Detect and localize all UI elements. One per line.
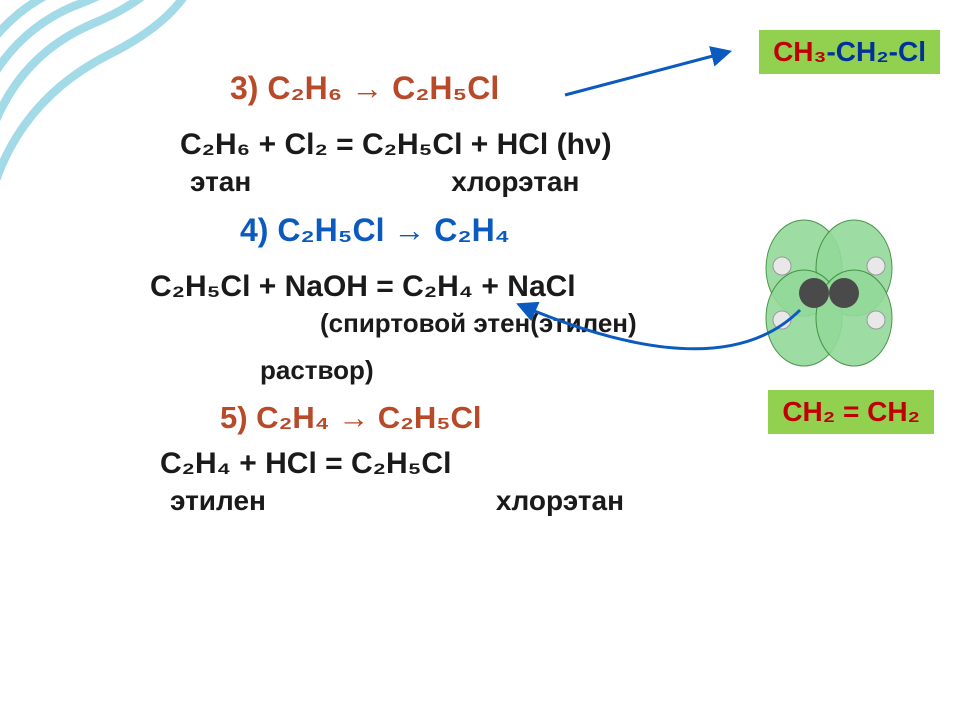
- badge-part-ch2cl: -CH₂-Cl: [826, 36, 926, 67]
- labels-3: этан хлорэтан: [130, 166, 960, 198]
- equation-3: C₂H₆ + Cl₂ = C₂H₅Cl + HCl (hν): [130, 125, 960, 166]
- badge-chloroethane-structure: CH₃-CH₂-Cl: [759, 30, 940, 74]
- labels-5: этилен хлорэтан: [130, 485, 960, 517]
- label-chloroethane-2: хлорэтан: [496, 485, 624, 516]
- sublabel-4-line1: (спиртовой этен(этилен): [130, 307, 960, 340]
- badge-ethene-text: CH₂ = CH₂: [782, 396, 920, 427]
- label-chloroethane: хлорэтан: [451, 166, 579, 197]
- heading-step-3: 3) C₂H₆ → C₂H₅Cl: [130, 70, 960, 107]
- slide-content: 3) C₂H₆ → C₂H₅Cl C₂H₆ + Cl₂ = C₂H₅Cl + H…: [0, 0, 960, 517]
- label-ethylene: этилен: [170, 485, 266, 516]
- equation-4: C₂H₅Cl + NaOH = C₂H₄ + NaCl: [130, 267, 960, 308]
- equation-5: C₂H₄ + HCl = C₂H₅Cl: [130, 444, 960, 485]
- heading-step-4: 4) C₂H₅Cl → C₂H₄: [130, 212, 960, 249]
- label-ethane: этан: [190, 166, 251, 197]
- badge-part-ch3: CH₃: [773, 36, 826, 67]
- badge-ethene-structure: CH₂ = CH₂: [768, 390, 934, 434]
- sublabel-4-line2: раствор): [130, 354, 960, 387]
